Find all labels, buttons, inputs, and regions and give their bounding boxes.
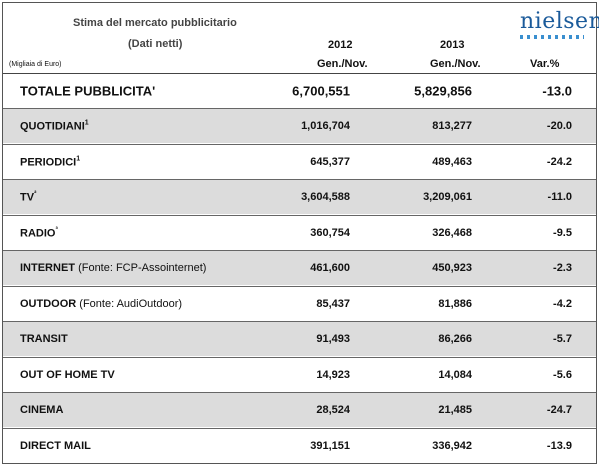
col-var: Var.% [530, 58, 560, 70]
row-label: DIRECT MAIL [20, 440, 91, 452]
logo-dots [520, 35, 584, 39]
row-name: TV [20, 191, 35, 204]
row-name: INTERNET [20, 262, 75, 274]
variation: -2.3 [553, 262, 572, 274]
value-2012: 1,016,704 [301, 120, 350, 132]
unit: (Migliaia di Euro) [9, 61, 62, 68]
value-2013: 86,266 [438, 333, 472, 345]
variation: -20.0 [546, 120, 572, 132]
row-label: PERIODICI1 [20, 155, 80, 168]
value-2013: 450,923 [432, 262, 472, 274]
value-2013: 5,829,856 [414, 83, 472, 99]
value-2012: 6,700,551 [292, 83, 350, 99]
variation: -4.2 [553, 297, 572, 310]
table-row: TRANSIT 91,493 86,266 -5.7 [3, 321, 596, 356]
value-2013: 3,209,061 [423, 191, 472, 203]
row-label: OUT OF HOME TV [20, 369, 115, 381]
row-label: TOTALE PUBBLICITA' [20, 84, 155, 99]
table-row: OUTDOOR (Fonte: AudiOutdoor) 85,437 81,886… [3, 285, 596, 321]
value-2013: 326,468 [432, 226, 472, 239]
row-name: TOTALE PUBBLICITA' [20, 83, 156, 99]
variation: -11.0 [547, 191, 572, 203]
value-2013: 813,277 [432, 120, 472, 132]
variation: -13.0 [542, 83, 572, 99]
value-2012: 360,754 [310, 226, 350, 239]
value-2012: 461,600 [310, 262, 350, 274]
footnote-mark: 1 [76, 155, 81, 163]
variation: -9.5 [553, 226, 572, 239]
table-row: QUOTIDIANI1 1,016,704 813,277 -20.0 [3, 108, 596, 143]
variation: -5.6 [553, 368, 572, 381]
row-name: OUTDOOR [20, 297, 77, 310]
table-row: INTERNET (Fonte: FCP-Assointernet) 461,60… [3, 250, 596, 285]
row-name: TRANSIT [20, 333, 68, 345]
footnote-mark: ² [34, 190, 37, 198]
table-row: DIRECT MAIL 391,151 336,942 -13.9 [3, 427, 596, 463]
row-name: DIRECT MAIL [20, 439, 91, 452]
variation: -24.7 [546, 404, 572, 416]
value-2012: 28,524 [316, 404, 350, 416]
row-name: QUOTIDIANI [20, 120, 85, 133]
table-row: PERIODICI1 645,377 489,463 -24.2 [3, 143, 596, 179]
row-name: OUT OF HOME TV [20, 368, 115, 381]
row-name: PERIODICI [20, 155, 77, 168]
value-2012: 3,604,588 [301, 191, 350, 203]
source-note: (Fonte: AudiOutdoor) [79, 297, 183, 310]
footnote-mark: 1 [84, 119, 89, 127]
row-label: RADIO³ [20, 226, 58, 239]
value-2012: 91,493 [316, 333, 350, 345]
value-2012: 14,923 [316, 368, 350, 381]
col-year: 2013 [440, 39, 465, 51]
row-label: OUTDOOR (Fonte: AudiOutdoor) [20, 298, 182, 310]
table-row: CINEMA 28,524 21,485 -24.7 [3, 392, 596, 427]
value-2012: 645,377 [310, 155, 350, 168]
row-label: QUOTIDIANI1 [20, 120, 89, 133]
table-row: RADIO³ 360,754 326,468 -9.5 [3, 214, 596, 250]
logo: nielsen [520, 9, 599, 34]
value-2012: 391,151 [310, 439, 350, 452]
variation: -24.2 [546, 155, 572, 168]
value-2013: 336,942 [432, 439, 472, 452]
subtitle: (Dati netti) [128, 38, 183, 50]
row-label: CINEMA [20, 404, 63, 416]
value-2012: 85,437 [316, 297, 350, 310]
value-2013: 14,084 [438, 368, 472, 381]
title: Stima del mercato pubblicitario [73, 17, 237, 29]
footnote-mark: ³ [55, 226, 58, 234]
value-2013: 489,463 [432, 155, 472, 168]
variation: -5.7 [553, 333, 572, 345]
table-row: TV² 3,604,588 3,209,061 -11.0 [3, 179, 596, 214]
row-name: CINEMA [20, 404, 64, 416]
table-row: OUT OF HOME TV 14,923 14,084 -5.6 [3, 356, 596, 392]
col-year: 2012 [328, 39, 353, 51]
value-2013: 81,886 [438, 297, 472, 310]
value-2013: 21,485 [438, 404, 472, 416]
row-name: RADIO [20, 226, 56, 239]
row-label: INTERNET (Fonte: FCP-Assointernet) [20, 262, 206, 274]
row-label: TV² [20, 191, 36, 204]
variation: -13.9 [546, 439, 572, 452]
row-label: TRANSIT [20, 333, 68, 345]
col-period: Gen./Nov. [430, 58, 481, 70]
source-note: (Fonte: FCP-Assointernet) [78, 262, 207, 274]
col-period: Gen./Nov. [317, 58, 368, 70]
table-row: TOTALE PUBBLICITA' 6,700,551 5,829,856 -13.… [3, 73, 596, 108]
